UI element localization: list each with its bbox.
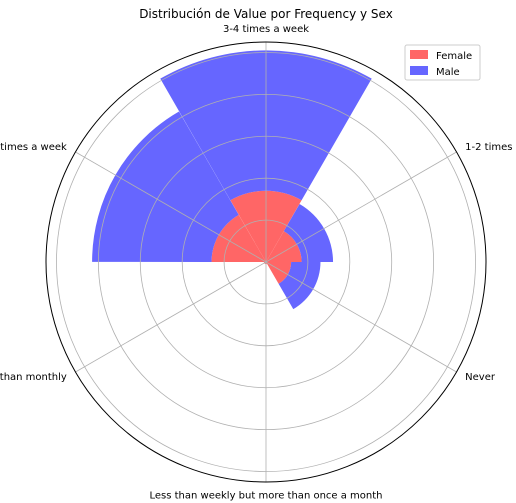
tick-label-never: Never <box>465 372 496 383</box>
tick-label-1-2-times-a-week: 1-2 times a week <box>465 142 516 153</box>
legend-label-male: Male <box>436 67 460 78</box>
tick-labels: 3-4 times a week 1-2 times a week Never Les… <box>0 24 516 501</box>
tick-label-less-than-weekly-but-more-than-once-a-month: Less than weekly but more than once a mo… <box>149 490 382 501</box>
tick-label-3-4-times-a-week: 3-4 times a week <box>223 24 309 35</box>
angular-gridline <box>75 151 267 263</box>
bar-female-at-least-5-times-a-week <box>211 214 266 262</box>
legend: Female Male <box>404 44 481 81</box>
bar-female-never <box>266 262 292 284</box>
legend-swatch-female <box>410 50 428 59</box>
bar-male-1-2-times-a-week <box>283 203 334 262</box>
tick-label-less-than-monthly: Less than monthly <box>0 372 67 383</box>
bars-layer <box>92 50 372 310</box>
chart-title: Distribución de Value por Frequency y Se… <box>139 7 393 21</box>
bar-female-1-2-times-a-week <box>266 231 302 262</box>
tick-label-at-least-5-times-a-week: At least 5 times a week <box>0 142 67 153</box>
grid-layer <box>56 42 476 482</box>
polar-frame <box>45 41 487 483</box>
angular-gridline <box>265 151 457 263</box>
angular-gridline <box>265 261 457 373</box>
legend-label-female: Female <box>436 51 472 62</box>
angular-gridline <box>75 261 267 373</box>
legend-swatch-male <box>410 66 428 75</box>
